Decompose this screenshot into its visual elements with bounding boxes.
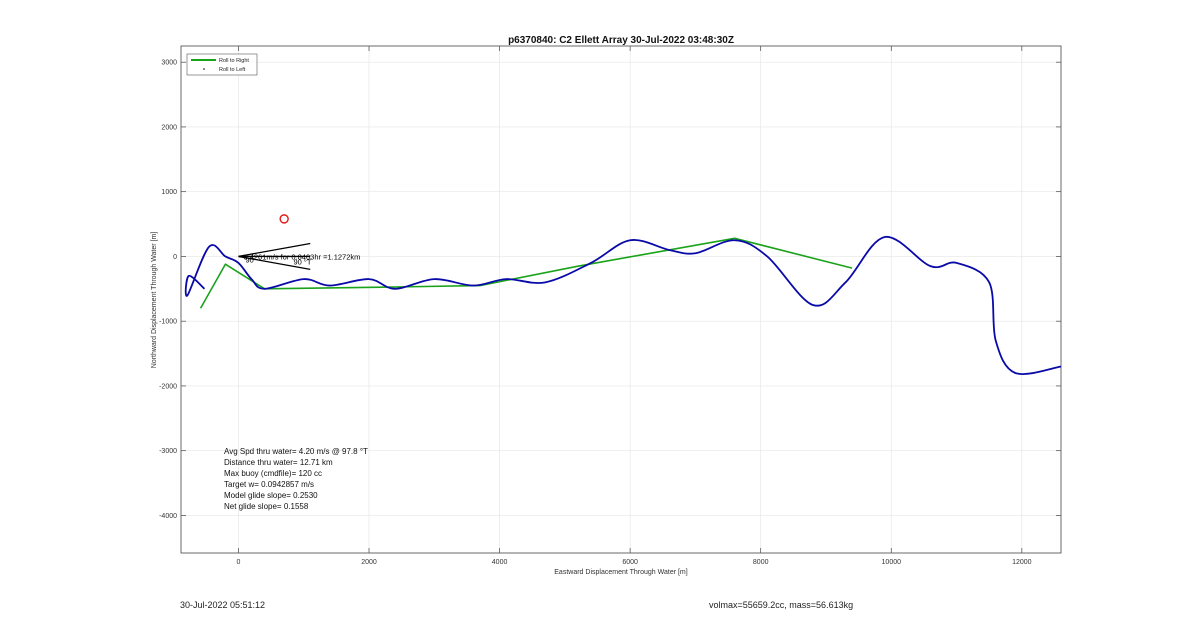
- y-tick-labels: 3000 2000 1000 0 -1000 -2000 -3000 -4000: [159, 60, 177, 520]
- legend: Roll to Right Roll to Left: [186, 53, 258, 76]
- x-tick-label: 4000: [492, 559, 508, 566]
- x-tick-labels: 0 2000 4000 6000 8000 10000 12000: [236, 559, 1031, 566]
- stats-line: Model glide slope= 0.2530: [224, 491, 318, 500]
- stats-line: Avg Spd thru water= 4.20 m/s @ 97.8 °T: [224, 447, 368, 456]
- footer-timestamp: 30-Jul-2022 05:51:12: [180, 600, 266, 610]
- x-tick-label: 8000: [753, 559, 769, 566]
- stats-line: Distance thru water= 12.71 km: [224, 458, 333, 467]
- legend-label-roll-right: Roll to Right: [219, 58, 249, 64]
- y-tick-label: 2000: [161, 124, 177, 131]
- y-tick-label: -1000: [159, 319, 177, 326]
- stats-line: Target w= 0.0942857 m/s: [224, 480, 314, 489]
- glider-track-line: [184, 236, 1062, 375]
- stats-line: Max buoy (cmdfile)= 120 cc: [224, 469, 322, 478]
- arrow-back-label: 90: [245, 255, 253, 264]
- x-tick-label: 12000: [1012, 559, 1032, 566]
- y-tick-label: -2000: [159, 383, 177, 390]
- footer-mass-info: volmax=55659.2cc, mass=56.613kg: [709, 600, 854, 610]
- y-tick-label: 1000: [161, 189, 177, 196]
- plot-area: 0 2000 4000 6000 8000 10000 12000 300020001000…: [159, 45, 1062, 566]
- x-tick-label: 10000: [882, 559, 902, 566]
- y-tick-label: -3000: [159, 448, 177, 455]
- stats-line: Net glide slope= 0.1558: [224, 502, 309, 511]
- legend-label-roll-left: Roll to Left: [219, 67, 246, 73]
- y-tick-label: -4000: [159, 513, 177, 520]
- x-tick-label: 6000: [622, 559, 638, 566]
- x-tick-label: 2000: [361, 559, 377, 566]
- stats-block: Avg Spd thru water= 4.20 m/s @ 97.8 °T Di…: [224, 447, 368, 511]
- legend-swatch-roll-left: [203, 68, 205, 70]
- arrow-heading-label: 90 °T: [293, 257, 311, 266]
- y-tick-label: 3000: [161, 60, 177, 67]
- current-arrow-head-line: [238, 255, 311, 271]
- arrow-speed-label: 0.4261m/s for 0.8403hr =1.1272km: [243, 252, 360, 261]
- current-arrow-head-line: [238, 242, 311, 258]
- y-tick-label: 0: [173, 254, 177, 261]
- grid: [181, 46, 1061, 553]
- y-axis-label: Northward Displacement Through Water [m]: [151, 232, 158, 369]
- x-tick-label: 0: [236, 559, 240, 566]
- chart-title: p6370840: C2 Ellett Array 30-Jul-2022 03…: [508, 35, 734, 46]
- x-axis-label: Eastward Displacement Through Water [m]: [554, 569, 687, 576]
- roll-right-series-line: [199, 237, 853, 309]
- axes-box: [180, 45, 1062, 554]
- target-marker: [279, 214, 289, 224]
